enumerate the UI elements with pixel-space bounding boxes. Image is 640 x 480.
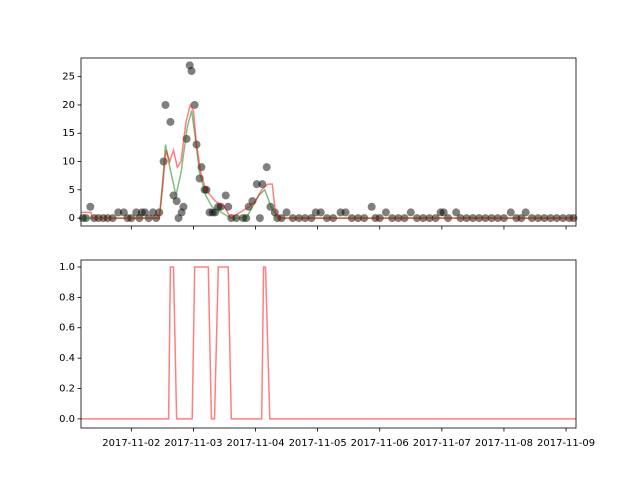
line bbox=[81, 266, 576, 420]
x-tick-label: 2017-11-08 bbox=[475, 438, 533, 449]
point bbox=[406, 208, 415, 217]
y-tick-label: 10 bbox=[62, 157, 75, 168]
point bbox=[190, 100, 199, 109]
point bbox=[439, 208, 448, 217]
y-tick-label: 0.0 bbox=[59, 414, 75, 425]
y-tick-label: 0.6 bbox=[59, 323, 75, 334]
y-tick-label: 15 bbox=[62, 128, 75, 139]
line bbox=[81, 102, 576, 220]
x-tick-label: 2017-11-02 bbox=[102, 438, 160, 449]
point bbox=[521, 208, 530, 217]
y-tick-label: 20 bbox=[62, 100, 75, 111]
point bbox=[282, 208, 291, 217]
axes-frame bbox=[80, 57, 577, 227]
point bbox=[216, 202, 225, 211]
point bbox=[221, 191, 230, 200]
point bbox=[119, 208, 128, 217]
y-tick-label: 5 bbox=[69, 185, 75, 196]
point bbox=[316, 208, 325, 217]
point bbox=[252, 180, 261, 189]
y-tick-label: 0.4 bbox=[59, 353, 75, 364]
x-tick-label: 2017-11-06 bbox=[351, 438, 409, 449]
y-tick-label: 25 bbox=[62, 72, 75, 83]
x-tick-label: 2017-11-03 bbox=[164, 438, 222, 449]
y-tick-label: 0.2 bbox=[59, 384, 75, 395]
point bbox=[258, 180, 267, 189]
point bbox=[262, 163, 271, 172]
axes-frame bbox=[80, 259, 577, 429]
point bbox=[255, 214, 264, 223]
x-tick-label: 2017-11-04 bbox=[226, 438, 284, 449]
point bbox=[161, 100, 170, 109]
point bbox=[114, 208, 123, 217]
point bbox=[506, 208, 515, 217]
y-tick-label: 0.8 bbox=[59, 292, 75, 303]
point bbox=[341, 208, 350, 217]
point bbox=[166, 117, 175, 126]
y-tick-label: 1.0 bbox=[59, 262, 75, 273]
line bbox=[81, 110, 576, 219]
point bbox=[381, 208, 390, 217]
point bbox=[179, 202, 188, 211]
point bbox=[452, 208, 461, 217]
y-tick-label: 0 bbox=[69, 213, 75, 224]
point bbox=[86, 202, 95, 211]
point bbox=[172, 197, 181, 206]
x-tick-label: 2017-11-09 bbox=[537, 438, 595, 449]
point bbox=[140, 208, 149, 217]
x-tick-label: 2017-11-07 bbox=[413, 438, 471, 449]
point bbox=[187, 67, 196, 76]
point bbox=[367, 202, 376, 211]
x-tick-label: 2017-11-05 bbox=[289, 438, 347, 449]
